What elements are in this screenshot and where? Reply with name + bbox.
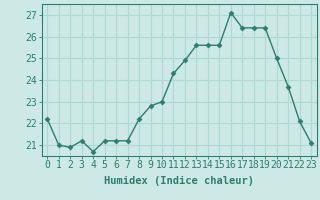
X-axis label: Humidex (Indice chaleur): Humidex (Indice chaleur) — [104, 176, 254, 186]
